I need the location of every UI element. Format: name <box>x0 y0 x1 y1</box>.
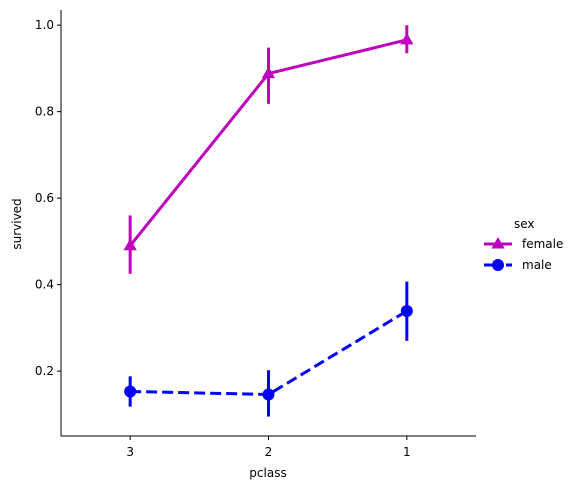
x-tick-label: 2 <box>265 445 273 459</box>
y-axis-label: survived <box>10 198 24 249</box>
data-point <box>400 305 413 318</box>
data-point <box>124 385 137 398</box>
data-point <box>262 388 275 401</box>
series-female <box>123 25 414 274</box>
legend-label-male: male <box>522 258 552 272</box>
legend-label-female: female <box>522 237 563 251</box>
x-tick-label: 1 <box>403 445 411 459</box>
y-tick-label: 0.4 <box>35 278 54 292</box>
y-tick-label: 1.0 <box>35 18 54 32</box>
legend-marker-male <box>492 259 504 271</box>
y-tick-label: 0.8 <box>35 105 54 119</box>
data-point <box>400 32 414 45</box>
series-male <box>124 281 413 417</box>
x-axis-label: pclass <box>249 466 286 480</box>
y-tick-label: 0.2 <box>35 364 54 378</box>
x-ticks: 3 2 1 <box>126 436 411 459</box>
data-point <box>123 238 137 251</box>
series-layer <box>123 25 414 417</box>
x-tick-label: 3 <box>126 445 134 459</box>
data-point <box>261 66 276 79</box>
legend-title: sex <box>514 217 535 231</box>
legend-marker-female <box>491 237 505 249</box>
legend: sex female male <box>484 217 563 272</box>
y-ticks: 0.2 0.4 0.6 0.8 1.0 <box>35 18 61 378</box>
y-tick-label: 0.6 <box>35 191 54 205</box>
